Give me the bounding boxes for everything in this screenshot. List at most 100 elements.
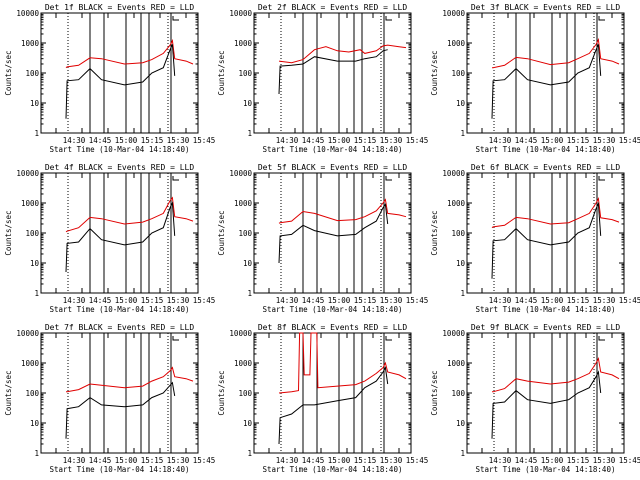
x-tick-label: 15:45	[193, 296, 216, 305]
x-tick-label: 14:45	[515, 136, 538, 145]
y-tick-label: 1000	[234, 199, 253, 208]
series-red-lld	[278, 44, 407, 64]
y-tick-label: 100	[238, 69, 252, 78]
y-tick-label: 1	[34, 129, 39, 138]
x-tick-label: 15:30	[167, 456, 190, 465]
x-tick-label: 15:15	[141, 296, 164, 305]
x-tick-label: 14:30	[489, 456, 512, 465]
y-tick-label: 10000	[229, 169, 252, 178]
y-tick-label: 10000	[16, 9, 39, 18]
y-tick-label: 10000	[442, 9, 465, 18]
x-tick-label: 15:30	[167, 296, 190, 305]
x-tick-label: 15:15	[354, 296, 377, 305]
panel-title: Det 3f BLACK = Events RED = LLD	[471, 3, 620, 12]
panel-title: Det 7f BLACK = Events RED = LLD	[45, 323, 194, 332]
x-tick-label: 15:00	[328, 136, 351, 145]
y-tick-label: 10	[30, 99, 40, 108]
panel-det-5: Det 5f BLACK = Events RED = LLD 1 10 100 100…	[217, 163, 428, 314]
x-tick-label: 15:15	[141, 136, 164, 145]
panel-det-4: Det 4f BLACK = Events RED = LLD 1 10 100 100…	[4, 163, 215, 314]
series-red-lld	[491, 196, 620, 229]
panel-det-9: Det 9f BLACK = Events RED = LLD 1 10 100 100…	[430, 323, 640, 474]
y-axis-label: Counts/sec	[4, 50, 13, 95]
series-black-events	[65, 381, 176, 439]
y-tick-label: 10000	[16, 329, 39, 338]
x-tick-label: 15:00	[541, 136, 564, 145]
x-tick-label: 15:30	[380, 136, 403, 145]
y-axis-label: Counts/sec	[217, 50, 226, 95]
x-tick-label: 14:30	[63, 456, 86, 465]
y-tick-label: 1000	[234, 359, 253, 368]
corner-bracket	[598, 176, 605, 181]
x-axis-label: Start Time (10-Mar-04 14:18:40)	[476, 305, 616, 314]
x-tick-label: 15:00	[115, 296, 138, 305]
corner-bracket	[385, 336, 392, 341]
y-tick-label: 10	[456, 259, 466, 268]
y-axis-label: Counts/sec	[430, 370, 439, 415]
x-tick-label: 15:30	[593, 296, 616, 305]
corner-bracket	[598, 336, 605, 341]
y-tick-label: 1	[460, 129, 465, 138]
x-tick-label: 15:30	[593, 456, 616, 465]
x-tick-label: 15:45	[406, 456, 429, 465]
y-tick-label: 10	[243, 419, 253, 428]
x-tick-label: 15:30	[167, 136, 190, 145]
series-black-events	[65, 201, 176, 273]
x-tick-label: 15:15	[354, 456, 377, 465]
x-tick-label: 15:15	[567, 136, 590, 145]
x-axis-label: Start Time (10-Mar-04 14:18:40)	[476, 145, 616, 154]
x-axis-label: Start Time (10-Mar-04 14:18:40)	[476, 465, 616, 474]
series-red-lld	[492, 37, 620, 69]
panel-det-6: Det 6f BLACK = Events RED = LLD 1 10 100 100…	[430, 163, 640, 314]
x-tick-label: 14:30	[489, 296, 512, 305]
corner-bracket	[385, 16, 392, 21]
y-tick-label: 1000	[21, 39, 40, 48]
y-tick-label: 100	[451, 389, 465, 398]
panel-det-1: Det 1f BLACK = Events RED = LLD 1 10 100 100…	[4, 3, 215, 154]
x-tick-label: 15:45	[619, 136, 640, 145]
y-tick-label: 1	[34, 449, 39, 458]
y-tick-label: 1	[460, 289, 465, 298]
y-tick-label: 1000	[447, 359, 466, 368]
x-tick-label: 14:45	[515, 296, 538, 305]
x-tick-label: 14:45	[89, 456, 112, 465]
x-axis-label: Start Time (10-Mar-04 14:18:40)	[50, 145, 190, 154]
corner-bracket	[172, 176, 179, 181]
x-tick-label: 14:45	[302, 456, 325, 465]
x-tick-label: 15:15	[567, 296, 590, 305]
x-tick-label: 14:30	[63, 296, 86, 305]
y-tick-label: 10000	[442, 169, 465, 178]
y-tick-label: 1000	[447, 199, 466, 208]
x-axis-label: Start Time (10-Mar-04 14:18:40)	[263, 305, 403, 314]
panel-det-3: Det 3f BLACK = Events RED = LLD 1 10 100 100…	[430, 3, 640, 154]
series-black-events	[491, 44, 602, 119]
y-axis-label: Counts/sec	[4, 370, 13, 415]
series-black-events	[278, 365, 389, 445]
x-tick-label: 15:30	[593, 136, 616, 145]
panel-title: Det 4f BLACK = Events RED = LLD	[45, 163, 194, 172]
x-tick-label: 14:30	[63, 136, 86, 145]
x-tick-label: 15:00	[115, 136, 138, 145]
y-tick-label: 10	[456, 419, 466, 428]
y-axis-label: Counts/sec	[217, 210, 226, 255]
corner-bracket	[385, 176, 392, 181]
x-tick-label: 14:30	[276, 456, 299, 465]
series-red-lld	[65, 196, 194, 233]
series-black-events	[65, 44, 176, 119]
corner-bracket	[598, 16, 605, 21]
y-tick-label: 10000	[442, 329, 465, 338]
y-axis-label: Counts/sec	[430, 50, 439, 95]
x-tick-label: 15:15	[354, 136, 377, 145]
series-black-events	[278, 49, 388, 95]
y-tick-label: 1	[247, 289, 252, 298]
series-black-events	[491, 370, 602, 439]
x-tick-label: 14:45	[89, 136, 112, 145]
x-tick-label: 15:30	[380, 456, 403, 465]
x-tick-label: 15:00	[541, 296, 564, 305]
corner-bracket	[172, 16, 179, 21]
panel-title: Det 6f BLACK = Events RED = LLD	[471, 163, 620, 172]
x-tick-label: 14:45	[302, 296, 325, 305]
x-tick-label: 14:30	[276, 136, 299, 145]
y-tick-label: 100	[238, 229, 252, 238]
x-tick-label: 14:45	[515, 456, 538, 465]
